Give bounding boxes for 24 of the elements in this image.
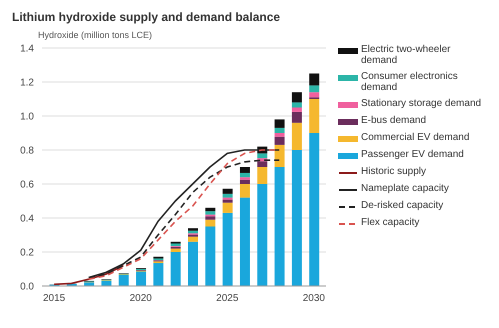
y-tick-label: 0.8 <box>20 146 34 157</box>
y-tick-label: 1.0 <box>20 112 34 123</box>
y-tick-label: 1.4 <box>20 44 34 55</box>
y-tick-label: 0.6 <box>20 180 34 191</box>
legend-label: Consumer electronics demand <box>361 71 459 93</box>
legend-label: Electric two-wheeler demand <box>361 44 452 66</box>
y-tick-label: 0.2 <box>20 248 34 259</box>
legend-label: Passenger EV demand <box>361 149 464 160</box>
legend-label: Stationary storage demand <box>361 98 482 109</box>
y-tick-label: 0.0 <box>20 282 34 293</box>
x-tick-label: 2030 <box>302 293 326 304</box>
legend-label: Nameplate capacity <box>361 183 449 194</box>
legend-label: Commercial EV demand <box>361 132 470 143</box>
x-tick-label: 2015 <box>42 293 66 304</box>
legend-label: Historic supply <box>361 166 426 177</box>
y-tick-label: 0.4 <box>20 214 34 225</box>
legend-label: Flex capacity <box>361 217 420 228</box>
legend-label: De-risked capacity <box>361 200 444 211</box>
y-axis-title: Hydroxide (million tons LCE) <box>37 29 154 40</box>
legend-label: E-bus demand <box>361 115 426 126</box>
x-tick-label: 2025 <box>216 293 239 304</box>
y-tick-label: 1.2 <box>20 78 34 89</box>
chart-title: Lithium hydroxide supply and demand balance <box>11 9 282 24</box>
x-tick-label: 2020 <box>130 293 152 304</box>
